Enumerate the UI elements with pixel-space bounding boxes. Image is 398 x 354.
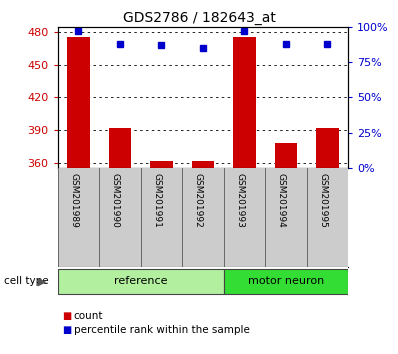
Text: GSM201994: GSM201994: [277, 173, 286, 228]
Text: GDS2786 / 182643_at: GDS2786 / 182643_at: [123, 11, 275, 25]
Text: GSM201990: GSM201990: [111, 173, 120, 228]
Bar: [109, 128, 131, 168]
Bar: [224, 269, 348, 294]
Text: GSM201995: GSM201995: [318, 173, 328, 228]
Text: count: count: [74, 311, 103, 321]
Text: GSM201989: GSM201989: [70, 173, 78, 228]
Bar: [316, 128, 339, 168]
Bar: [191, 160, 215, 168]
Text: ▶: ▶: [38, 276, 46, 286]
Bar: [67, 38, 90, 168]
Text: GSM201991: GSM201991: [152, 173, 162, 228]
Text: motor neuron: motor neuron: [248, 276, 324, 286]
Text: reference: reference: [114, 276, 168, 286]
Bar: [233, 38, 256, 168]
Text: percentile rank within the sample: percentile rank within the sample: [74, 325, 250, 335]
Text: GSM201992: GSM201992: [194, 173, 203, 228]
Bar: [275, 143, 297, 168]
Text: GSM201993: GSM201993: [236, 173, 244, 228]
Text: cell type: cell type: [4, 276, 49, 286]
Bar: [150, 160, 173, 168]
Bar: [58, 269, 224, 294]
Text: ■: ■: [62, 311, 71, 321]
Text: ■: ■: [62, 325, 71, 335]
